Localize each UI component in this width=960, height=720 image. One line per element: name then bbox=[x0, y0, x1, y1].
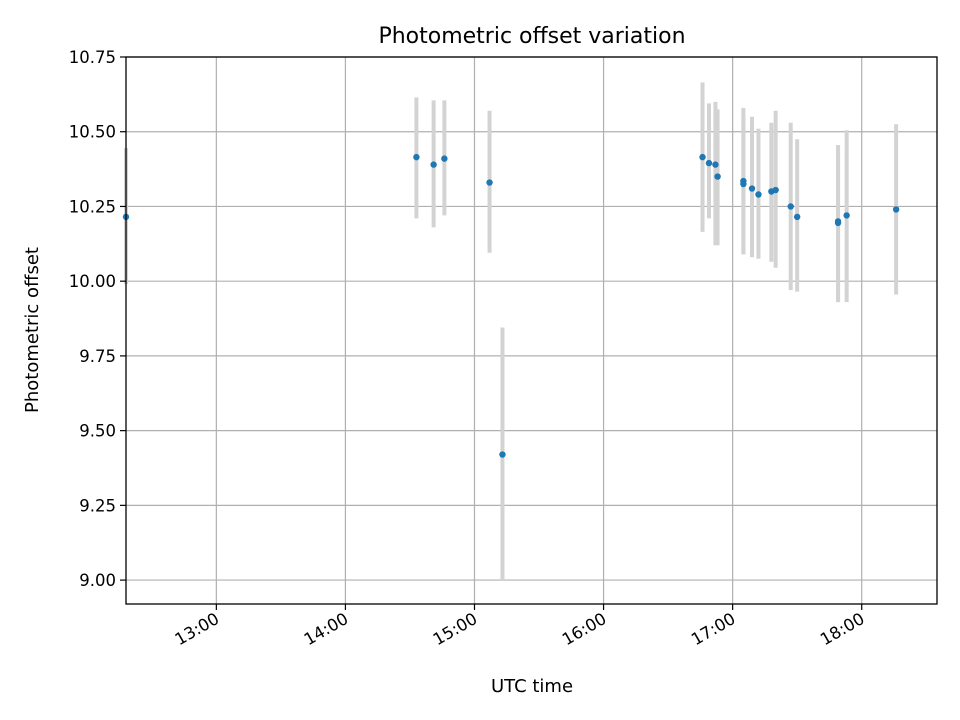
y-axis-label: Photometric offset bbox=[22, 247, 43, 413]
data-point bbox=[843, 212, 850, 219]
data-point bbox=[892, 206, 900, 213]
y-tick-label: 9.50 bbox=[79, 422, 116, 441]
data-point bbox=[699, 153, 706, 161]
data-point bbox=[430, 161, 437, 168]
data-point bbox=[499, 451, 506, 458]
data-point bbox=[714, 173, 721, 180]
plot-frame bbox=[125, 56, 938, 605]
grid-lines bbox=[126, 56, 937, 604]
x-axis-label: UTC time bbox=[491, 676, 573, 697]
data-point bbox=[441, 155, 448, 162]
data-point bbox=[740, 180, 747, 188]
data-point bbox=[705, 159, 713, 167]
data-point bbox=[748, 185, 756, 192]
y-tick-label: 10.50 bbox=[69, 123, 116, 142]
data-points bbox=[122, 153, 900, 458]
x-tick-label: 13:00 bbox=[172, 609, 223, 649]
data-point bbox=[793, 213, 801, 221]
y-tick-label: 10.75 bbox=[69, 48, 116, 67]
y-tick-label: 9.75 bbox=[79, 347, 116, 366]
data-point bbox=[712, 161, 719, 168]
y-tick-label: 10.00 bbox=[69, 272, 116, 291]
data-point bbox=[755, 191, 762, 198]
x-axis-ticks: 13:00 14:00 15:00 16:00 17:00 18:00 bbox=[172, 604, 868, 649]
data-point bbox=[772, 186, 779, 194]
x-tick-label: 17:00 bbox=[688, 609, 739, 649]
x-tick-label: 14:00 bbox=[301, 609, 352, 649]
y-tick-label: 9.25 bbox=[79, 496, 116, 515]
data-point bbox=[787, 203, 794, 210]
y-axis-ticks: 9.00 9.25 9.50 9.75 10.00 10.25 10.50 10.75 bbox=[69, 48, 126, 590]
x-tick-label: 16:00 bbox=[559, 609, 610, 649]
data-point bbox=[834, 218, 842, 225]
data-point bbox=[413, 153, 420, 161]
y-tick-label: 10.25 bbox=[69, 197, 116, 216]
x-tick-label: 15:00 bbox=[430, 609, 481, 649]
data-point bbox=[486, 179, 493, 186]
y-tick-label: 9.00 bbox=[79, 571, 116, 590]
chart-title: Photometric offset variation bbox=[378, 24, 685, 49]
x-tick-label: 18:00 bbox=[817, 609, 868, 649]
